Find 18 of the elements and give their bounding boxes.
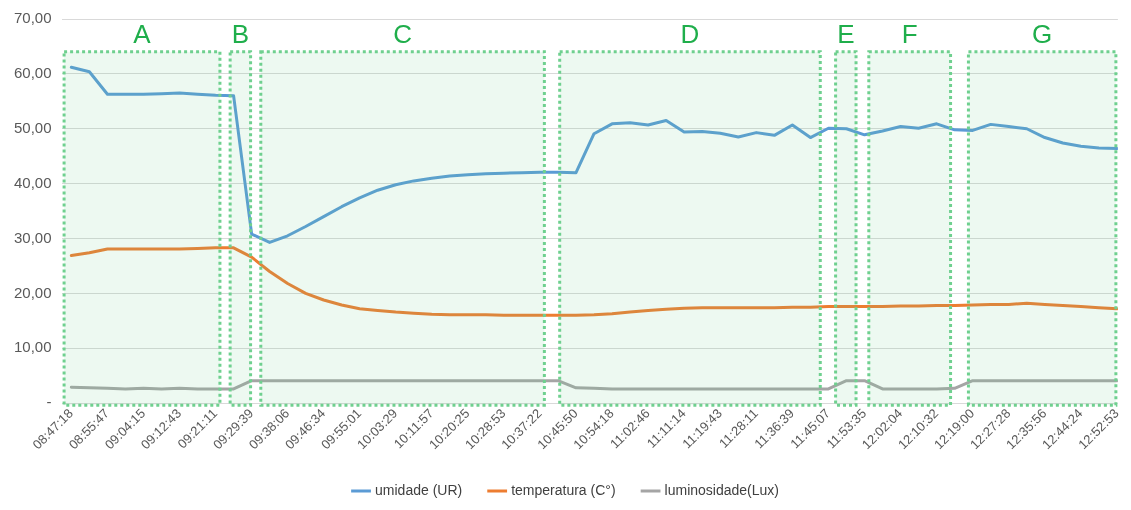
- band-label: G: [1032, 18, 1053, 49]
- y-tick-label: 70,00: [13, 9, 52, 27]
- y-tick-label: 20,00: [13, 283, 52, 301]
- band-label: D: [680, 18, 700, 49]
- y-tick-label: 10,00: [13, 338, 52, 356]
- band-label: C: [393, 18, 412, 49]
- band-label: B: [231, 18, 250, 49]
- band-label: E: [837, 18, 855, 49]
- y-tick-label: 30,00: [13, 228, 52, 246]
- y-tick-label: 40,00: [13, 173, 52, 191]
- y-tick-label: 60,00: [13, 64, 52, 82]
- legend-label: luminosidade(Lux): [664, 481, 779, 498]
- legend-label: umidade (UR): [375, 481, 463, 498]
- y-tick-label: -: [46, 393, 52, 411]
- band-label: A: [133, 18, 152, 49]
- band-label: F: [901, 18, 918, 49]
- legend-label: temperatura (C°): [511, 481, 616, 498]
- y-tick-label: 50,00: [13, 118, 52, 136]
